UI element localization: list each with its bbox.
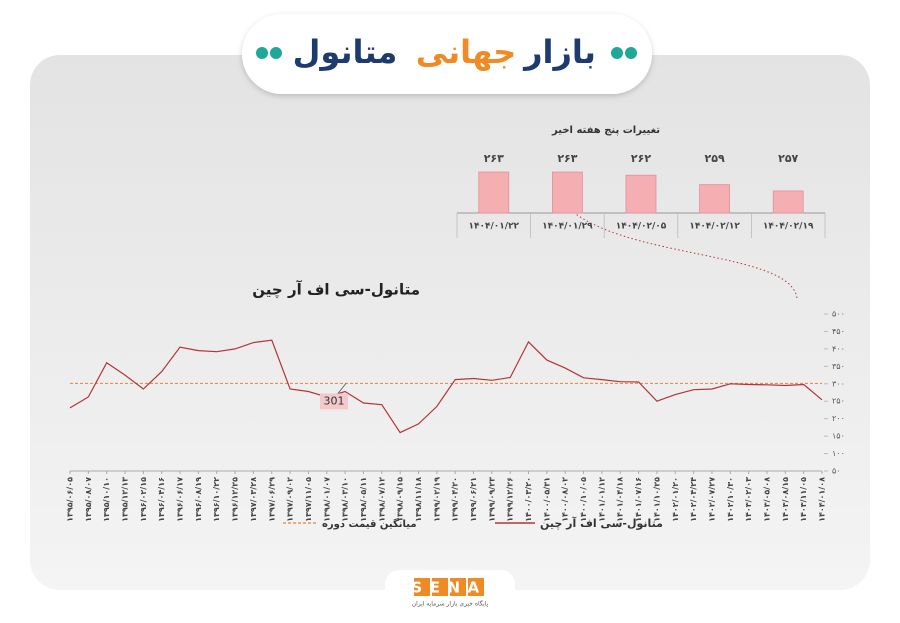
x-tick-label: ۱۴۰۲/۰۴/۲۴ — [689, 477, 698, 522]
bar — [699, 184, 730, 214]
connector — [564, 204, 798, 299]
x-tick-label: ۱۴۰۴/۰۲/۰۵ — [616, 222, 667, 232]
x-tick-label: ۱۳۹۶/۱۰/۲۲ — [212, 477, 221, 522]
x-tick-label: ۱۳۹۵/۱۲/۱۳ — [121, 477, 130, 522]
x-tick-label: ۱۴۰۰/۰۸/۰۲ — [561, 477, 570, 522]
y-tick-label: ۱۵۰ — [832, 432, 845, 441]
x-tick-label: ۱۴۰۲/۰۷/۲۷ — [707, 477, 716, 522]
x-tick-label: ۱۴۰۴/۰۱/۲۲ — [469, 222, 520, 232]
logo: SENA — [411, 579, 486, 597]
average-leader — [337, 383, 347, 394]
x-tick-label: ۱۴۰۳/۱۱/۰۵ — [799, 477, 808, 522]
x-tick-label: ۱۴۰۴/۰۲/۱۹ — [763, 222, 814, 232]
x-tick-label: ۱۳۹۹/۰۹/۲۳ — [487, 477, 496, 522]
x-tick-label: ۱۳۹۷/۰۶/۲۹ — [267, 477, 276, 522]
value-label: ۲۶۲ — [631, 152, 651, 165]
header-word: جهانی — [416, 33, 517, 71]
line-chart-title: متانول-سی اف آر چین — [252, 281, 420, 300]
value-label: ۲۵۹ — [705, 152, 725, 165]
x-tick-label: ۱۳۹۶/۰۸/۱۹ — [194, 477, 203, 522]
x-tick-label: ۱۳۹۷/۱۱/۰۵ — [304, 477, 313, 522]
x-tick-label: ۱۳۹۸/۱۱/۱۸ — [414, 477, 423, 522]
x-tick-label: ۱۴۰۳/۰۲/۰۳ — [744, 477, 753, 522]
legend-label: متانول-سی اف آر چین — [540, 516, 663, 530]
bar — [772, 190, 804, 214]
average-label-bg — [320, 393, 348, 410]
y-tick-label: ۲۵۰ — [832, 397, 845, 406]
x-tick-label: ۱۳۹۸/۰۷/۱۲ — [377, 477, 386, 522]
x-tick-label: ۱۳۹۸/۰۵/۱۱ — [359, 477, 368, 522]
x-tick-label: ۱۴۰۰/۰۳/۲۰ — [524, 477, 533, 522]
logo-boxes — [414, 578, 484, 596]
x-tick-label: ۱۴۰۱/۰۴/۱۸ — [616, 477, 625, 522]
header-word: بازار — [522, 33, 596, 71]
x-tick-label: ۱۴۰۱/۰۱/۱۲ — [597, 477, 606, 522]
bar — [625, 174, 657, 214]
y-tick-label: ۳۰۰ — [832, 379, 845, 388]
y-tick-label: ۵۰۰ — [832, 310, 845, 319]
y-tick-label: ۵۰ — [832, 467, 841, 476]
x-tick-label: ۱۳۹۹/۰۲/۱۹ — [432, 477, 441, 522]
y-tick-label: ۱۰۰ — [832, 449, 845, 458]
x-tick-label: ۱۳۹۶/۰۶/۱۷ — [176, 477, 185, 522]
bar — [478, 171, 510, 214]
value-label: ۲۶۳ — [557, 152, 577, 165]
series-line — [69, 339, 823, 434]
bar — [552, 171, 583, 214]
x-tick-label: ۱۳۹۵/۱۰/۱۰ — [102, 477, 111, 522]
quote-left — [256, 47, 282, 59]
x-tick-label: ۱۳۹۸/۰۱/۰۷ — [322, 477, 331, 522]
panel — [30, 55, 870, 590]
x-tick-label: ۱۴۰۲/۰۱/۲۰ — [671, 477, 680, 522]
x-tick-label: ۱۴۰۰/۰۵/۳۱ — [542, 477, 551, 522]
y-tick-label: ۲۰۰ — [832, 414, 845, 423]
x-tick-label: ۱۳۹۹/۰۶/۲۱ — [469, 477, 478, 522]
quote-right — [611, 47, 637, 59]
bar-chart-title: تغییرات پنج هفته اخیر — [551, 125, 660, 136]
x-tick-label: ۱۴۰۱/۰۷/۱۶ — [634, 477, 643, 522]
y-tick-label: ۳۵۰ — [832, 362, 845, 371]
x-tick-label: ۱۴۰۴/۰۱/۰۸ — [818, 477, 827, 522]
x-tick-label: ۱۳۹۶/۱۲/۲۵ — [231, 477, 240, 522]
value-label: ۲۵۷ — [778, 152, 798, 165]
x-tick-label: ۱۳۹۸/۰۳/۱۰ — [341, 477, 350, 522]
x-tick-label: ۱۴۰۳/۰۵/۰۸ — [762, 477, 771, 522]
legend-label: میانگین قیمت دوره — [322, 517, 417, 530]
x-tick-label: ۱۴۰۱/۱۰/۲۵ — [652, 477, 661, 522]
y-tick-label: ۴۰۰ — [832, 344, 845, 353]
x-tick-label: ۱۴۰۰/۱۰/۰۵ — [579, 477, 588, 522]
x-tick-label: ۱۴۰۳/۰۸/۱۵ — [781, 477, 790, 522]
header-word: متانول — [293, 33, 398, 71]
x-tick-label: ۱۳۹۶/۰۴/۱۶ — [157, 477, 166, 522]
value-label: ۲۶۳ — [484, 152, 504, 165]
x-tick-label: ۱۳۹۷/۰۹/۰۲ — [286, 477, 295, 522]
x-tick-label: ۱۴۰۴/۰۱/۲۹ — [542, 222, 593, 232]
y-tick-label: ۴۵۰ — [832, 327, 845, 336]
x-tick-label: ۱۴۰۴/۰۲/۱۲ — [689, 222, 740, 232]
average-label: 301 — [324, 394, 345, 407]
x-tick-label: ۱۳۹۶/۰۲/۱۵ — [139, 477, 148, 522]
x-tick-label: ۱۴۰۲/۱۰/۳۰ — [726, 477, 735, 522]
x-tick-label: ۱۳۹۸/۰۹/۱۵ — [396, 477, 405, 522]
x-tick-label: ۱۳۹۵/۰۸/۰۷ — [84, 477, 93, 522]
x-tick-label: ۱۳۹۷/۰۳/۲۸ — [249, 477, 258, 522]
x-tick-label: ۱۳۹۹/۱۲/۲۶ — [506, 477, 515, 522]
header-pill — [242, 14, 652, 94]
x-tick-label: ۱۳۹۹/۰۴/۲۰ — [451, 477, 460, 522]
x-tick-label: ۱۳۹۵/۰۶/۰۵ — [66, 477, 75, 522]
tagline: پایگاه خبری بازار سرمایه ایران — [412, 600, 489, 608]
